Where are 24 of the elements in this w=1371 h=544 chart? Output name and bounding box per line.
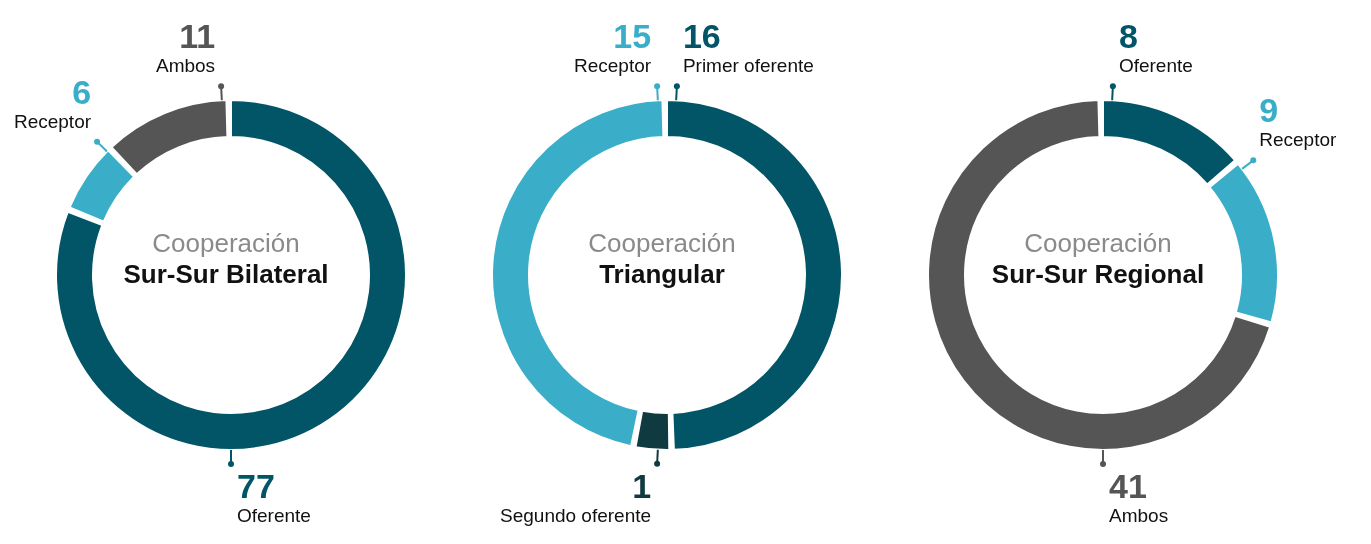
text: Cooperación	[151, 228, 301, 259]
text: Triangular	[598, 259, 726, 290]
data-label: 41	[1109, 467, 1147, 505]
data-label: 15	[613, 17, 652, 56]
text: Sur-Sur Regional	[990, 259, 1206, 290]
slice-label: Receptor	[574, 55, 652, 77]
slice-label: Ambos	[1109, 505, 1169, 526]
data-label: 8	[1118, 17, 1138, 56]
data-label: 6	[72, 72, 92, 111]
slice-label: Segundo oferente	[500, 504, 652, 526]
data-label: 11	[179, 17, 216, 56]
data-label: 1	[632, 466, 652, 505]
slice-label: Ambos	[155, 55, 216, 77]
slice-label: Oferente	[1118, 55, 1193, 77]
data-label: 77	[237, 467, 275, 505]
text: Cooperación	[587, 228, 737, 259]
text: Cooperación	[1023, 228, 1173, 259]
text: Sur-Sur Bilateral	[122, 259, 330, 290]
data-label: 16	[682, 17, 721, 56]
slice-label: Receptor	[1259, 129, 1338, 151]
slice-label: Primer oferente	[682, 55, 814, 77]
data-label: 9	[1259, 91, 1279, 130]
slice-label: Receptor	[13, 110, 92, 132]
slice-label: Oferente	[237, 505, 311, 526]
